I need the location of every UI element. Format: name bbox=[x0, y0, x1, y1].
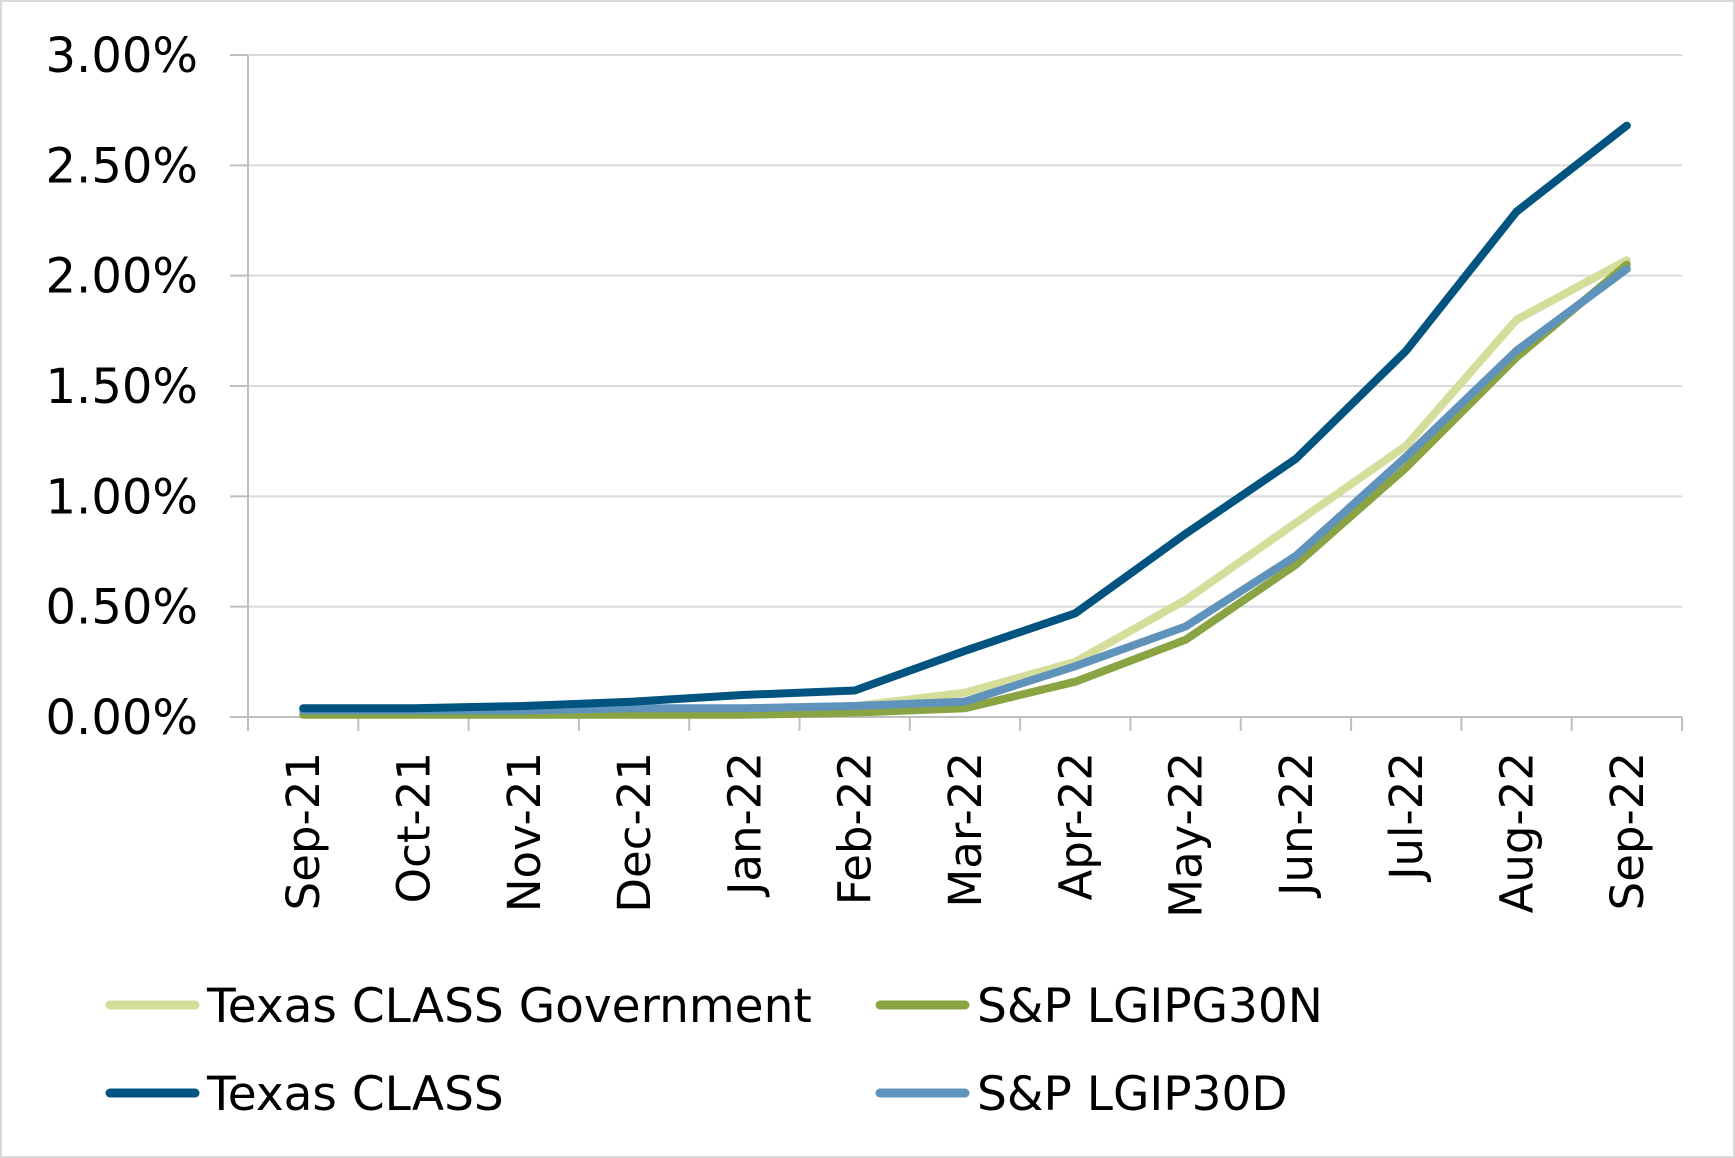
axes bbox=[230, 54, 1683, 731]
x-tick-label: Mar-22 bbox=[939, 752, 992, 908]
legend-label: Texas CLASS bbox=[206, 1067, 504, 1122]
series-line bbox=[299, 121, 1631, 713]
gridlines bbox=[248, 54, 1682, 608]
x-tick-label: Jan-22 bbox=[718, 752, 771, 898]
x-tick-label: Apr-22 bbox=[1049, 752, 1102, 900]
legend-label: S&P LGIPG30N bbox=[977, 979, 1323, 1034]
legend-label: S&P LGIP30D bbox=[977, 1067, 1288, 1122]
y-tick-label: 2.50% bbox=[46, 138, 198, 194]
x-tick-label: Sep-21 bbox=[277, 752, 330, 910]
y-tick-label: 3.00% bbox=[46, 28, 198, 84]
x-tick-label: Feb-22 bbox=[829, 752, 882, 905]
x-tick-label: Oct-21 bbox=[387, 752, 440, 903]
y-tick-label: 0.50% bbox=[46, 580, 198, 636]
legend: Texas CLASS Government S&P LGIPG30N Texas … bbox=[105, 979, 1323, 1122]
y-tick-label: 2.00% bbox=[46, 249, 198, 305]
x-tick-label: Sep-22 bbox=[1601, 752, 1654, 910]
x-tick-label: Jul-22 bbox=[1380, 752, 1433, 883]
x-tick-label: May-22 bbox=[1160, 752, 1213, 918]
x-tick-label: Nov-21 bbox=[498, 752, 551, 912]
y-tick-label: 0.00% bbox=[46, 690, 198, 746]
x-tick-label: Jun-22 bbox=[1270, 752, 1323, 899]
x-axis-tick-labels: Sep-21 Oct-21 Nov-21 Dec-21 Jan-22 Feb-22 Mar-… bbox=[277, 752, 1654, 918]
series-line bbox=[299, 265, 1631, 715]
y-tick-label: 1.50% bbox=[46, 359, 198, 415]
x-tick-label: Dec-21 bbox=[608, 752, 661, 913]
y-tick-label: 1.00% bbox=[46, 469, 198, 525]
series-lines bbox=[299, 121, 1631, 719]
y-axis-tick-labels: 0.00% 0.50% 1.00% 1.50% 2.00% 2.50% 3.00% bbox=[46, 28, 198, 746]
x-tick-label: Aug-22 bbox=[1491, 752, 1544, 913]
legend-label: Texas CLASS Government bbox=[206, 979, 812, 1034]
series-line bbox=[299, 260, 1631, 719]
